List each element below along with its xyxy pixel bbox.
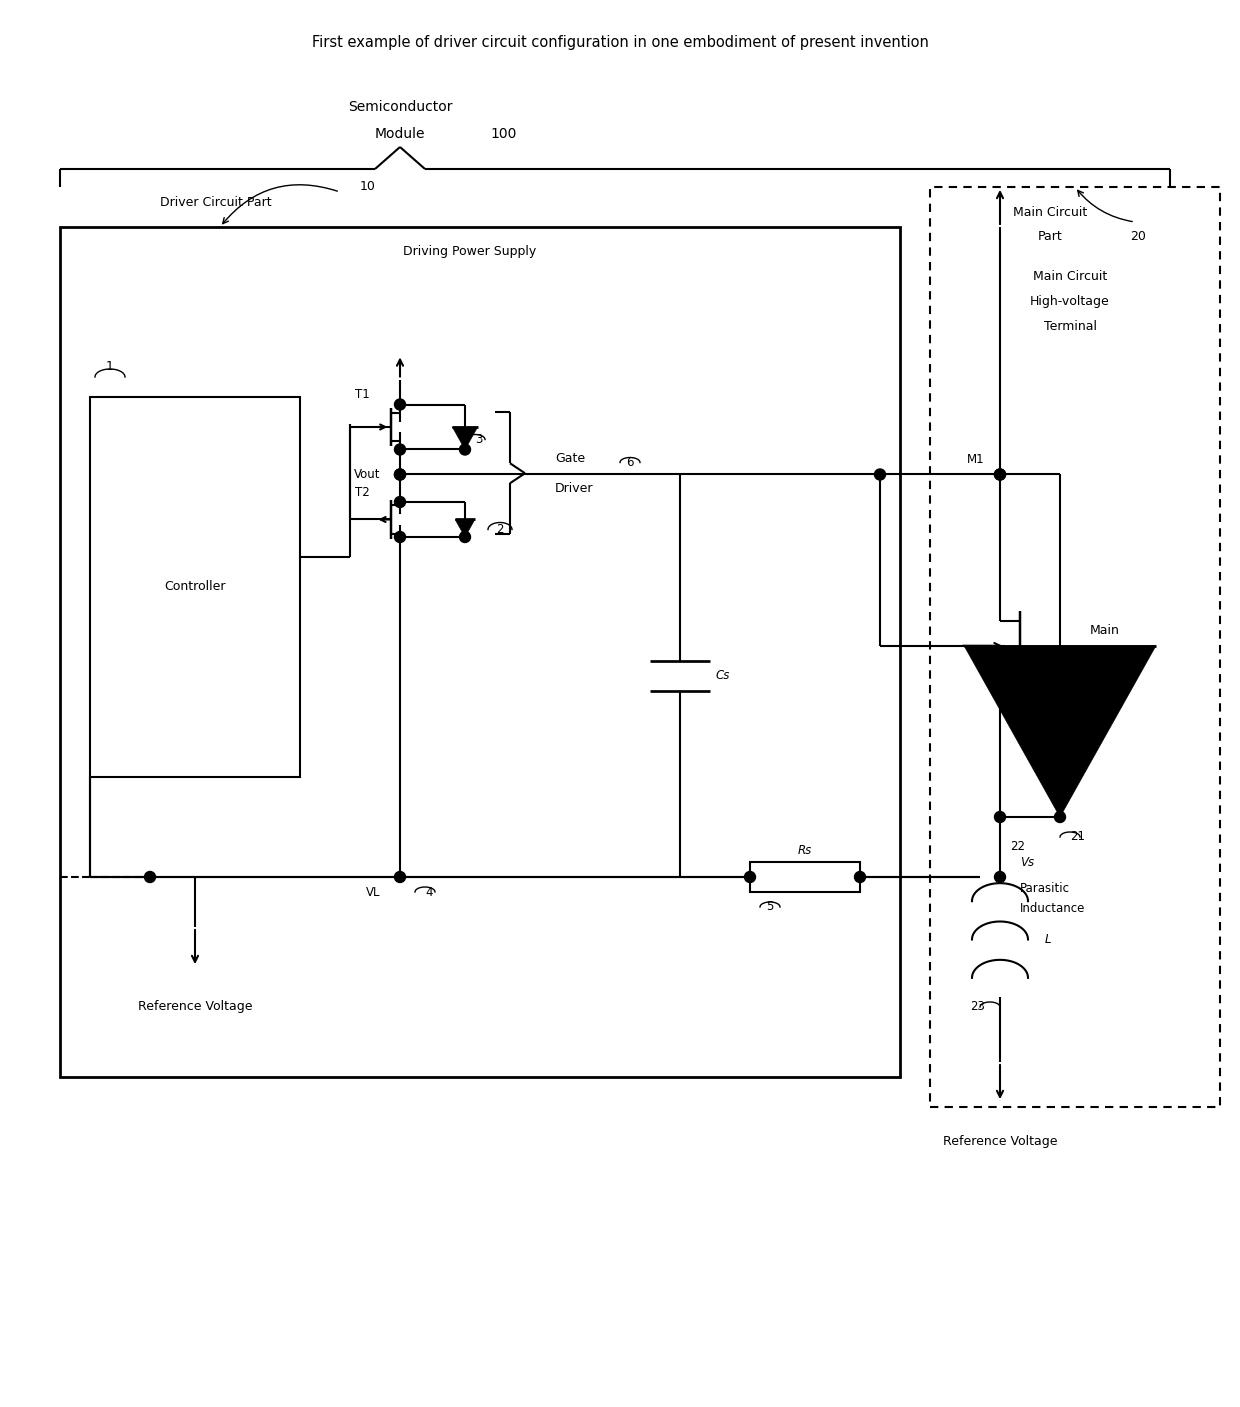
Circle shape xyxy=(460,532,470,543)
Text: 6: 6 xyxy=(626,456,634,469)
Text: Gate: Gate xyxy=(556,452,585,464)
Bar xyxy=(750,862,861,892)
Text: 20: 20 xyxy=(1130,231,1146,243)
Text: Semiconductor: Semiconductor xyxy=(347,100,453,114)
Text: Reference Voltage: Reference Voltage xyxy=(138,1000,252,1013)
Text: Driver Circuit Part: Driver Circuit Part xyxy=(160,196,272,208)
Circle shape xyxy=(994,469,1006,480)
Bar xyxy=(60,227,900,1076)
Text: Main: Main xyxy=(1090,625,1120,637)
Text: Module: Module xyxy=(374,127,425,141)
Text: VL: VL xyxy=(366,885,379,899)
Text: 100: 100 xyxy=(490,127,516,141)
Circle shape xyxy=(1054,812,1065,823)
Text: Driving Power Supply: Driving Power Supply xyxy=(403,245,537,259)
Text: Driver: Driver xyxy=(556,481,594,495)
Circle shape xyxy=(744,871,755,882)
Text: T2: T2 xyxy=(355,485,370,498)
Text: Parasitic: Parasitic xyxy=(1021,882,1070,895)
Text: Cs: Cs xyxy=(715,670,729,682)
Text: Vout: Vout xyxy=(353,469,379,481)
Text: 1: 1 xyxy=(107,360,114,373)
Polygon shape xyxy=(453,426,477,449)
Circle shape xyxy=(145,871,155,882)
Text: Controller: Controller xyxy=(164,581,226,594)
Text: Terminal: Terminal xyxy=(1044,321,1096,333)
Text: 4: 4 xyxy=(425,885,433,899)
Text: T1: T1 xyxy=(355,388,370,401)
Text: Main Circuit: Main Circuit xyxy=(1033,270,1107,283)
Text: Part: Part xyxy=(1038,231,1063,243)
Text: 5: 5 xyxy=(766,900,774,913)
Circle shape xyxy=(394,469,405,480)
Text: M1: M1 xyxy=(967,453,985,466)
Text: 2: 2 xyxy=(496,523,503,536)
Text: 23: 23 xyxy=(970,1000,985,1013)
Text: 21: 21 xyxy=(1070,830,1085,844)
Polygon shape xyxy=(965,646,1156,817)
Bar xyxy=(91,397,300,777)
Text: High-voltage: High-voltage xyxy=(1030,295,1110,308)
Circle shape xyxy=(994,812,1006,823)
Text: 10: 10 xyxy=(360,180,376,194)
Circle shape xyxy=(394,871,405,882)
Circle shape xyxy=(394,497,405,508)
Text: Vs: Vs xyxy=(1021,855,1034,868)
Text: L: L xyxy=(1045,933,1052,946)
Text: 3: 3 xyxy=(475,433,482,446)
Circle shape xyxy=(394,445,405,454)
Circle shape xyxy=(394,532,405,543)
Text: Reference Voltage: Reference Voltage xyxy=(942,1135,1058,1148)
Text: Inductance: Inductance xyxy=(1021,902,1085,916)
Circle shape xyxy=(874,469,885,480)
Bar xyxy=(930,187,1220,1107)
Polygon shape xyxy=(455,519,475,537)
Text: Rs: Rs xyxy=(797,844,812,857)
Circle shape xyxy=(394,469,405,480)
Text: First example of driver circuit configuration in one embodiment of present inven: First example of driver circuit configur… xyxy=(311,35,929,49)
Circle shape xyxy=(460,445,470,454)
Text: Main Circuit: Main Circuit xyxy=(1013,205,1087,218)
Circle shape xyxy=(994,469,1006,480)
Text: 22: 22 xyxy=(1011,840,1025,854)
Text: Switch: Switch xyxy=(1090,654,1131,667)
Circle shape xyxy=(394,400,405,409)
Circle shape xyxy=(994,871,1006,882)
Circle shape xyxy=(854,871,866,882)
